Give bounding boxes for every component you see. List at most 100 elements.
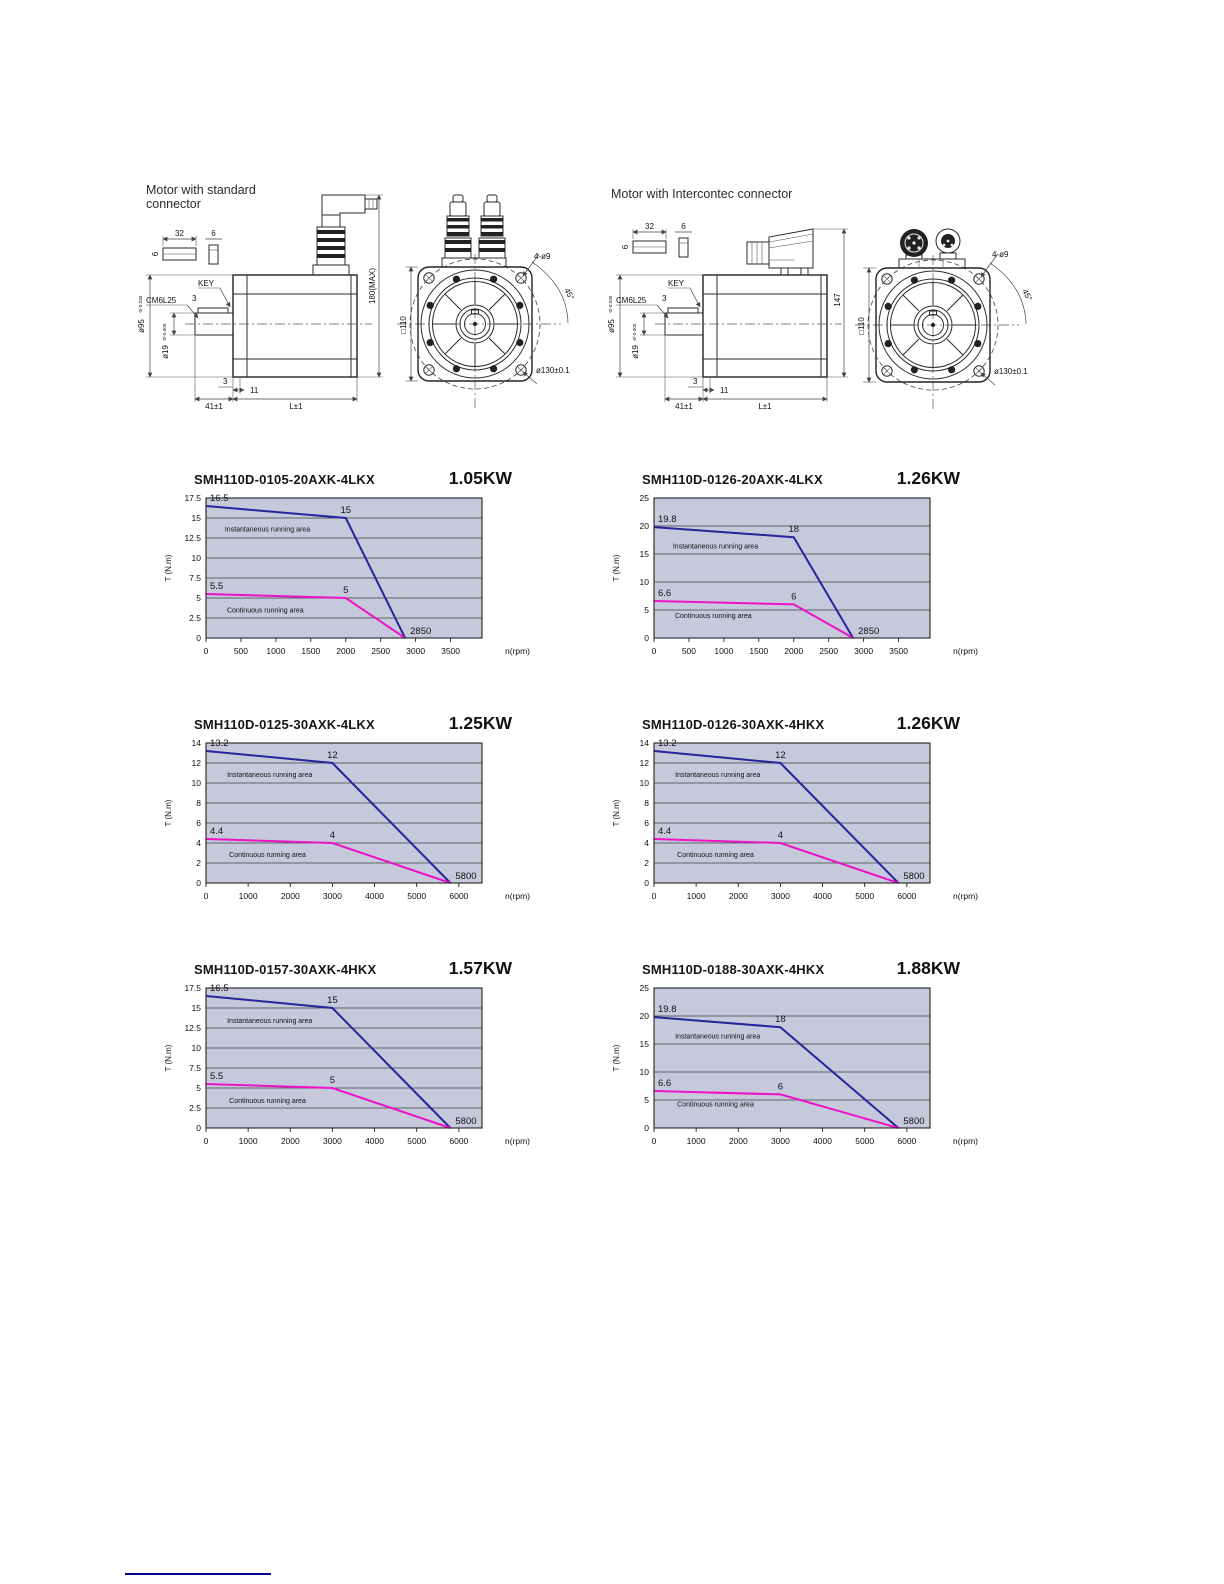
- dim-key-width: 32: [645, 222, 654, 231]
- chart-smh110d-0125-30axk: SMH110D-0125-30AXK-4LKX 1.25KW 0 2 4 6 8 10 12…: [160, 713, 540, 909]
- x-tick-label: 5000: [855, 1136, 874, 1146]
- torque-speed-plot: 0 2.5 5 7.5 10 12.5 15 17.5 0 1000 2000 3000 4000 500…: [164, 983, 530, 1146]
- dim-flange-step: 3: [693, 377, 698, 386]
- area-label: Continuous running area: [677, 852, 754, 859]
- drawing-title-line1: Motor with standard: [146, 183, 256, 197]
- y-tick-label: 0: [644, 633, 649, 643]
- x-tick-label: 5000: [407, 891, 426, 901]
- torque-speed-plot: 0 5 10 15 20 25 0 500 1000 1500 2000 2500 3000 3500 n(…: [612, 493, 978, 656]
- footer-rule: [125, 1573, 271, 1575]
- chart-power-rating: 1.88KW: [896, 958, 960, 978]
- x-tick-label: 6000: [449, 891, 468, 901]
- x-tick-label: 4000: [365, 1136, 384, 1146]
- y-tick-label: 10: [192, 1043, 202, 1053]
- point-label: 6.6: [658, 588, 671, 599]
- y-tick-label: 0: [196, 633, 201, 643]
- dim-frame-square: □110: [399, 316, 408, 334]
- y-tick-label: 6: [196, 818, 201, 828]
- x-tick-label: 4000: [813, 891, 832, 901]
- y-tick-label: 4: [644, 838, 649, 848]
- y-tick-label: 10: [640, 1067, 650, 1077]
- chart-smh110d-0157-30axk: SMH110D-0157-30AXK-4HKX 1.57KW 0 2.5 5 7.5 1…: [160, 958, 540, 1154]
- y-axis-label: T (N.m): [612, 1044, 621, 1071]
- chart-smh110d-0188-30axk: SMH110D-0188-30AXK-4HKX 1.88KW 0 5 10 15 20 2…: [608, 958, 988, 1154]
- plot-border: [205, 987, 483, 1129]
- dim-flange-spigot-tol: 0/-0.035: [138, 295, 143, 312]
- point-label: 4.4: [658, 826, 671, 837]
- x-tick-label: 0: [204, 891, 209, 901]
- dim-key-height: 6: [681, 222, 686, 231]
- area-label: Continuous running area: [227, 607, 304, 614]
- x-tick-label: 3000: [771, 1136, 790, 1146]
- dim-frame-square: □110: [857, 317, 866, 335]
- motor-intercontec-drawing: Motor with Intercontec connector 32 6 6: [607, 187, 1034, 420]
- area-label: Instantaneous running area: [227, 1018, 312, 1025]
- area-label: Instantaneous running area: [227, 772, 312, 779]
- point-label: 5.5: [210, 581, 223, 592]
- dim-key-height: 6: [211, 229, 216, 238]
- drawing-title-line2: connector: [146, 197, 201, 211]
- dim-mount-holes: 4-ø9: [534, 252, 551, 261]
- key-detail: 32 6 6: [621, 222, 692, 258]
- x-tick-label: 0: [204, 646, 209, 656]
- y-tick-label: 4: [196, 838, 201, 848]
- y-tick-label: 15: [640, 1039, 650, 1049]
- y-tick-label: 12.5: [184, 1023, 201, 1033]
- dim-shaft-length: 41±1: [675, 402, 693, 411]
- x-tick-label: 1500: [301, 646, 320, 656]
- key-detail: 32 6 6: [151, 229, 222, 265]
- area-label: Instantaneous running area: [225, 527, 310, 534]
- x-tick-label: 2000: [784, 646, 803, 656]
- x-tick-label: 2000: [729, 891, 748, 901]
- x-tick-label: 2000: [281, 1136, 300, 1146]
- point-label: 5: [330, 1075, 335, 1086]
- chart-title: SMH110D-0125-30AXK-4LKX: [194, 717, 375, 732]
- y-tick-label: 0: [196, 878, 201, 888]
- label-shaft-thread: CM6L25: [616, 296, 647, 305]
- y-tick-label: 6: [644, 818, 649, 828]
- dim-flange-spigot: ø95: [607, 319, 616, 333]
- dim-flange-spigot-tol: 0/-0.035: [608, 295, 613, 312]
- y-tick-label: 12.5: [184, 533, 201, 543]
- plot-area: [206, 743, 482, 883]
- x-tick-label: 2000: [729, 1136, 748, 1146]
- motor-standard-drawing: Motor with standard connector 32 6 6: [137, 183, 576, 411]
- x-tick-label: 500: [682, 646, 696, 656]
- x-tick-label: 1000: [266, 646, 285, 656]
- series-continuous: [653, 1090, 899, 1129]
- point-label: 6.6: [658, 1078, 671, 1089]
- point-label: 4: [778, 830, 783, 841]
- intercontec-connectors-front: [898, 228, 966, 269]
- dim-bolt-circle: ø130±0.1: [536, 366, 570, 375]
- y-axis-label: T (N.m): [164, 554, 173, 581]
- area-label: Continuous running area: [677, 1102, 754, 1109]
- dim-total-height: 147: [833, 293, 842, 307]
- chart-title: SMH110D-0126-20AXK-4LKX: [642, 472, 823, 487]
- point-label: 6: [778, 1081, 783, 1092]
- dim-key-width: 32: [175, 229, 184, 238]
- y-tick-label: 8: [196, 798, 201, 808]
- y-tick-label: 5: [644, 605, 649, 615]
- side-view-dimensions: 180(MAX) ø95 0/-0.035 ø19 0/-0.005 KEY C…: [137, 194, 383, 411]
- y-tick-label: 10: [640, 577, 650, 587]
- x-tick-label: 3000: [406, 646, 425, 656]
- x-tick-label: 3500: [441, 646, 460, 656]
- x-axis-label: n(rpm): [505, 646, 530, 656]
- plot-border: [205, 497, 483, 639]
- y-axis-label: T (N.m): [164, 1044, 173, 1071]
- y-tick-label: 20: [640, 521, 650, 531]
- standard-connectors-front: [441, 194, 507, 268]
- x-axis-label: n(rpm): [953, 891, 978, 901]
- series-instantaneous: [205, 995, 452, 1129]
- point-label: 5800: [903, 1116, 924, 1127]
- intercontec-connector-side: [746, 228, 814, 276]
- chart-power-rating: 1.26KW: [896, 468, 960, 488]
- chart-power-rating: 1.57KW: [448, 958, 512, 978]
- y-tick-label: 25: [640, 983, 650, 993]
- dim-key-thickness: 6: [621, 244, 630, 249]
- y-tick-label: 17.5: [184, 983, 201, 993]
- chart-power-rating: 1.05KW: [448, 468, 512, 488]
- chart-smh110d-0105-20axk: SMH110D-0105-20AXK-4LKX 1.05KW 0 2.5 5 7.5 1…: [160, 468, 540, 664]
- label-key: KEY: [668, 279, 685, 288]
